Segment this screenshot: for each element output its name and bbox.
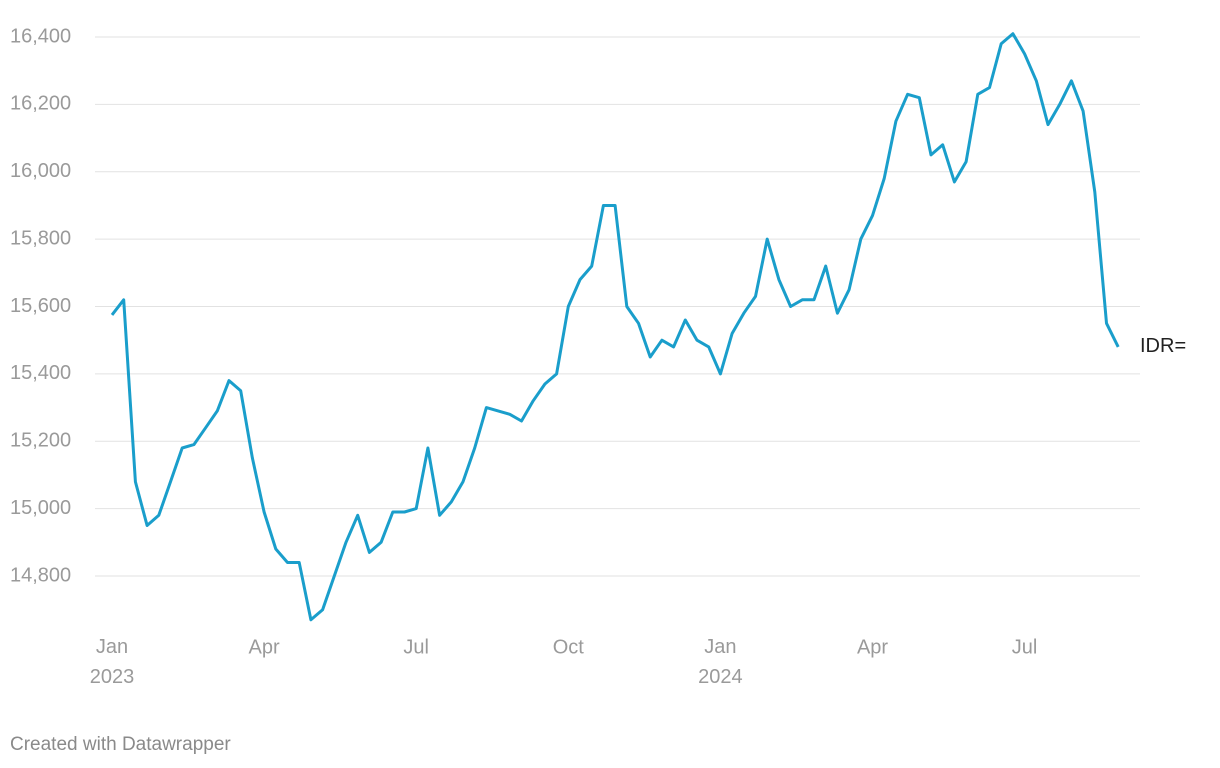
x-tick-label: Oct (553, 636, 585, 658)
y-tick-label: 15,800 (10, 227, 71, 249)
x-tick-label: Jan 2023 (90, 636, 135, 688)
y-tick-label: 15,400 (10, 362, 71, 384)
credit: Created with Datawrapper (10, 734, 231, 755)
y-tick-label: 14,800 (10, 564, 71, 586)
x-tick-label: Apr (249, 636, 280, 658)
line (110, 32, 1120, 622)
x-tick-label: Jan 2024 (698, 636, 743, 688)
x-tick-label: Jul (403, 636, 429, 658)
y-tick-label: 15,200 (10, 430, 71, 452)
x-tick-label: Apr (857, 636, 888, 658)
x-tick-label: Jul (1012, 636, 1038, 658)
y-tick-label: 15,000 (10, 497, 71, 519)
y-tick-label: 16,000 (10, 160, 71, 182)
y-tick-label: 16,200 (10, 93, 71, 115)
y-tick-label: 15,600 (10, 295, 71, 317)
series-label: IDR= (1140, 335, 1186, 357)
y-tick-label: 16,400 (10, 25, 71, 47)
